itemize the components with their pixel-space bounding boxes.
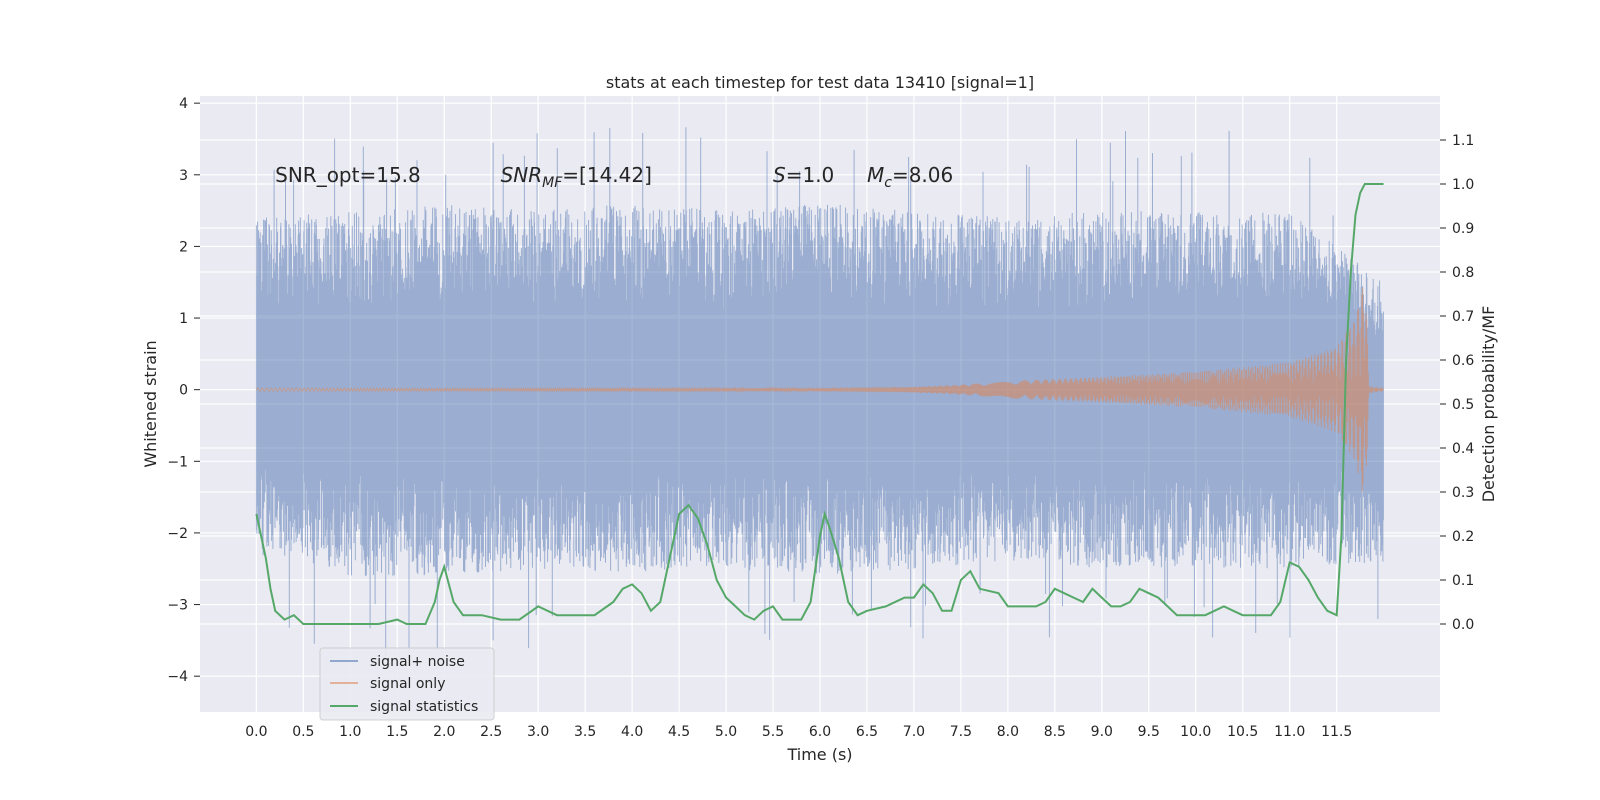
- x-tick-label: 3.5: [574, 724, 596, 740]
- y2-tick-label: 0.7: [1452, 309, 1474, 325]
- y-tick-label: 4: [179, 96, 188, 112]
- annotation: S=1.0: [773, 163, 834, 187]
- x-tick-label: 4.0: [621, 724, 643, 740]
- legend-label-signal-statistics: signal statistics: [370, 699, 478, 715]
- y2-tick-label: 0.4: [1452, 441, 1474, 457]
- series-signal-statistics: [255, 183, 1384, 625]
- annotation-value: =1.0: [786, 163, 835, 187]
- y2-tick-label: 1.0: [1452, 177, 1474, 193]
- x-tick-label: 5.0: [715, 724, 737, 740]
- annotation: SNRMF=[14.42]: [501, 163, 652, 191]
- annotation-subscript: c: [884, 175, 892, 191]
- y-tick-label: 3: [179, 168, 188, 184]
- annotation-base: M: [867, 163, 884, 187]
- x-tick-label: 6.0: [809, 724, 831, 740]
- chart-title: stats at each timestep for test data 134…: [606, 73, 1034, 92]
- y-tick-label: 0: [179, 383, 188, 399]
- x-tick-label: 5.5: [762, 724, 784, 740]
- y2-tick-label: 0.8: [1452, 265, 1474, 281]
- annotation: SNR_opt=15.8: [275, 163, 421, 187]
- x-tick-label: 6.5: [856, 724, 878, 740]
- y2-tick-label: 0.9: [1452, 221, 1474, 237]
- x-tick-label: 10.0: [1180, 724, 1211, 740]
- x-tick-label: 1.5: [386, 724, 408, 740]
- x-tick-label: 0.0: [245, 724, 267, 740]
- y-axis-label: Whitened strain: [141, 340, 160, 467]
- x-tick-label: 9.0: [1091, 724, 1113, 740]
- y2-tick-label: 1.1: [1452, 133, 1474, 149]
- series-layer: [255, 127, 1384, 658]
- y-tick-label: −4: [167, 669, 188, 685]
- annotation-base: SNR: [501, 163, 543, 187]
- x-tick-label: 0.5: [292, 724, 314, 740]
- x-tick-label: 2.5: [480, 724, 502, 740]
- x-tick-label: 2.0: [433, 724, 455, 740]
- x-tick-label: 9.5: [1138, 724, 1160, 740]
- x-tick-label: 11.0: [1274, 724, 1305, 740]
- y2-tick-label: 0.0: [1452, 617, 1474, 633]
- x-tick-label: 7.5: [950, 724, 972, 740]
- annotation: Mc=8.06: [867, 163, 953, 191]
- x-tick-label: 8.5: [1044, 724, 1066, 740]
- annotation-base: S: [773, 163, 786, 187]
- y2-tick-label: 0.2: [1452, 529, 1474, 545]
- x-tick-label: 7.0: [903, 724, 925, 740]
- y2-tick-label: 0.1: [1452, 573, 1474, 589]
- legend-label-signal-only: signal only: [370, 676, 445, 692]
- x-tick-label: 8.0: [997, 724, 1019, 740]
- annotation-subscript: MF: [542, 175, 563, 191]
- ticks-layer: 0.0 0.5 1.0 1.5 2.0 2.5 3.0 3.5 4.0 4.5 5.0 5.5 6.0 6…: [167, 96, 1474, 740]
- series-signal-only: [255, 287, 1384, 493]
- annotation-value: =[14.42]: [562, 163, 652, 187]
- legend: signal+ noise signal only signal statist…: [319, 647, 495, 721]
- x-tick-label: 1.0: [339, 724, 361, 740]
- y-tick-label: 1: [179, 311, 188, 327]
- x-axis-label: Time (s): [786, 745, 852, 764]
- x-tick-label: 11.5: [1321, 724, 1352, 740]
- y-tick-label: −2: [167, 526, 188, 542]
- x-tick-label: 3.0: [527, 724, 549, 740]
- y2-axis-label: Detection probability/MF: [1479, 306, 1498, 503]
- legend-label-signal-noise: signal+ noise: [370, 654, 465, 670]
- annotations-layer: SNR_opt=15.8 SNRMF=[14.42] S=1.0 Mc=8.06: [275, 163, 953, 191]
- y2-tick-label: 0.5: [1452, 397, 1474, 413]
- legend-box: [319, 647, 495, 721]
- y2-tick-label: 0.3: [1452, 485, 1474, 501]
- x-tick-label: 4.5: [668, 724, 690, 740]
- annotation-value: =8.06: [892, 163, 953, 187]
- y2-tick-label: 0.6: [1452, 353, 1474, 369]
- y-tick-label: 2: [179, 239, 188, 255]
- x-tick-label: 10.5: [1227, 724, 1258, 740]
- y-tick-label: −3: [167, 598, 188, 614]
- y-tick-label: −1: [167, 454, 188, 470]
